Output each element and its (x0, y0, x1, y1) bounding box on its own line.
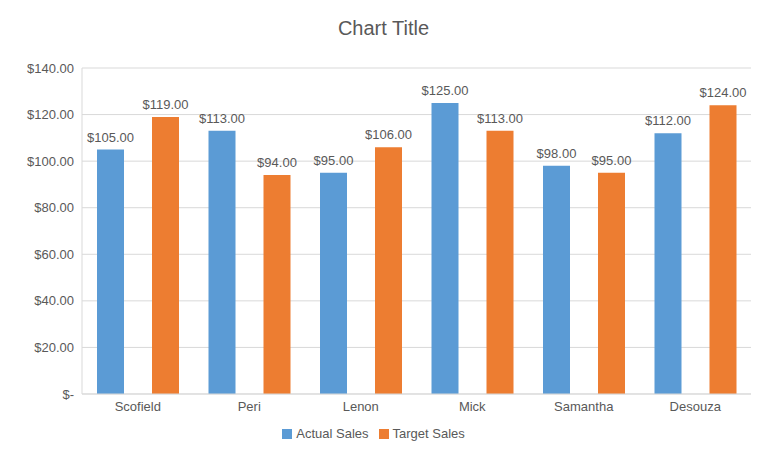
svg-text:$105.00: $105.00 (87, 130, 134, 145)
svg-text:Lenon: Lenon (343, 399, 379, 414)
svg-text:$113.00: $113.00 (477, 111, 523, 126)
svg-text:$100.00: $100.00 (27, 154, 74, 169)
html-text:Target Sales: Target Sales (392, 426, 465, 441)
svg-text:$120.00: $120.00 (27, 107, 74, 122)
svg-text:$112.00: $112.00 (645, 113, 691, 128)
svg-text:$40.00: $40.00 (34, 293, 74, 308)
svg-text:$94.00: $94.00 (257, 155, 297, 170)
svg-text:$125.00: $125.00 (422, 83, 469, 98)
svg-text:Peri: Peri (238, 399, 261, 414)
svg-text:$119.00: $119.00 (142, 97, 188, 112)
svg-text:$80.00: $80.00 (34, 200, 74, 215)
svg-text:$124.00: $124.00 (700, 85, 747, 100)
svg-text:Mick: Mick (459, 399, 486, 414)
svg-text:$-: $- (62, 387, 74, 402)
html-text:Chart Title: Chart Title (337, 17, 430, 39)
svg-text:$140.00: $140.00 (27, 61, 74, 76)
svg-text:$98.00: $98.00 (537, 146, 577, 161)
svg-text:$20.00: $20.00 (34, 340, 74, 355)
svg-text:$113.00: $113.00 (199, 111, 245, 126)
html-text:Actual Sales: Actual Sales (296, 426, 369, 441)
svg-text:Desouza: Desouza (670, 399, 722, 414)
svg-text:Samantha: Samantha (554, 399, 614, 414)
svg-text:$95.00: $95.00 (592, 153, 632, 168)
svg-text:$106.00: $106.00 (365, 127, 412, 142)
svg-text:$95.00: $95.00 (314, 153, 354, 168)
svg-text:$60.00: $60.00 (34, 247, 74, 262)
svg-text:Scofield: Scofield (115, 399, 161, 414)
